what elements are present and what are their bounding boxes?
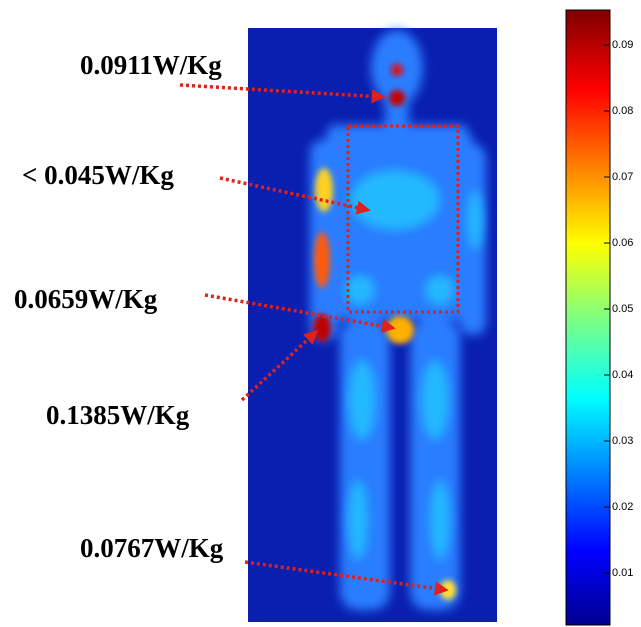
tick-label: 0.03 [612,435,633,447]
tick-label: 0.06 [612,237,633,249]
tick-label: 0.04 [612,369,633,381]
tick-label: 0.01 [612,567,633,579]
annotation: 0.1385W/Kg [46,400,190,430]
colorbar [566,10,610,625]
tick-label: 0.02 [612,501,633,513]
annotation: 0.0767W/Kg [80,533,224,563]
tick-label: 0.07 [612,171,633,183]
figure: 0.0911W/Kg < 0.045W/Kg 0.0659W/Kg 0.1385… [0,0,641,627]
tick-label: 0.09 [612,39,633,51]
annotation: 0.0659W/Kg [14,284,158,314]
tick-label: 0.05 [612,303,633,315]
annotation: 0.0911W/Kg [80,50,222,80]
annotation: < 0.045W/Kg [22,160,174,190]
tick-label: 0.08 [612,105,633,117]
